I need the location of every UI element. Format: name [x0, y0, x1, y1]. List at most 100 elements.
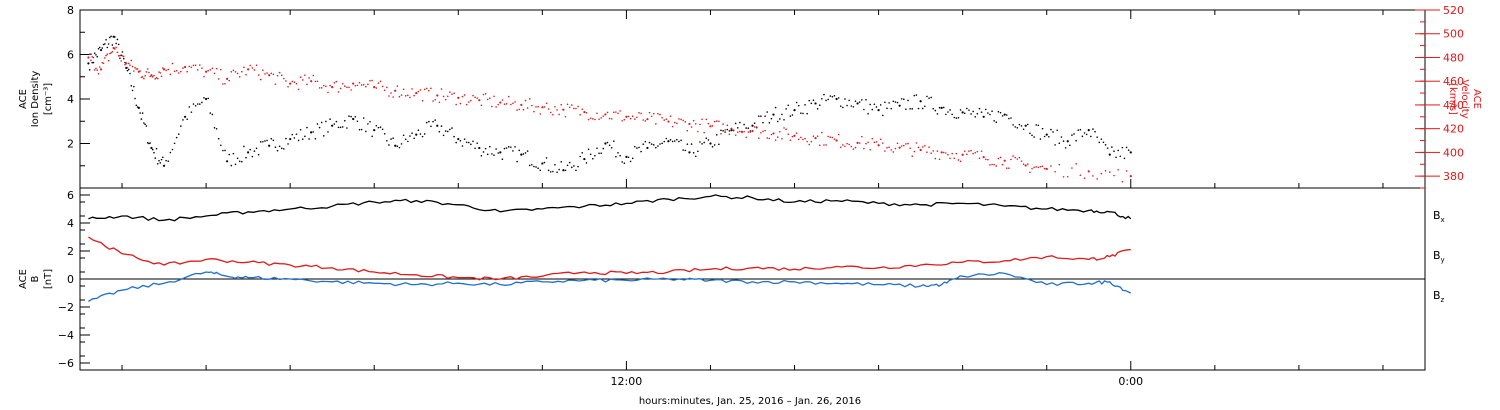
data-point-fill	[894, 147, 897, 150]
data-point-fill	[808, 99, 811, 102]
data-point-fill	[316, 123, 319, 125]
data-point-fill	[926, 151, 928, 153]
data-point	[814, 137, 817, 140]
data-point	[583, 157, 586, 161]
data-point-fill	[105, 54, 107, 57]
data-point-fill	[886, 147, 888, 149]
data-point-fill	[421, 135, 424, 138]
data-point-fill	[715, 134, 718, 136]
data-point	[373, 86, 376, 89]
data-point-fill	[362, 117, 365, 119]
data-point	[562, 169, 565, 172]
y-tick-label: 400	[1443, 146, 1464, 159]
data-point-fill	[116, 38, 119, 41]
data-point-fill	[617, 112, 619, 115]
y-tick-label: 2	[67, 245, 74, 258]
data-point	[1066, 140, 1069, 143]
data-point-fill	[995, 165, 998, 167]
data-point-fill	[589, 153, 592, 156]
data-point-fill	[192, 64, 195, 67]
data-point	[541, 106, 544, 109]
data-point	[1045, 133, 1048, 136]
data-point-fill	[325, 120, 327, 123]
data-point	[268, 74, 271, 77]
data-point-fill	[320, 121, 323, 124]
data-point-fill	[942, 106, 945, 109]
data-point-fill	[354, 116, 357, 118]
data-point-fill	[821, 131, 823, 134]
data-point-fill	[634, 118, 636, 120]
data-point-fill	[938, 158, 941, 161]
data-point-fill	[196, 69, 199, 71]
data-point	[793, 109, 796, 112]
data-point-fill	[1119, 155, 1122, 158]
data-point-fill	[974, 151, 977, 154]
data-point-fill	[560, 161, 563, 163]
data-point-fill	[556, 109, 558, 111]
data-point-fill	[844, 98, 846, 100]
data-point-fill	[354, 84, 357, 87]
data-point	[310, 80, 313, 83]
data-point-fill	[377, 126, 380, 129]
data-point-fill	[945, 113, 947, 116]
data-point-fill	[173, 70, 176, 73]
data-point-fill	[785, 128, 787, 131]
data-point-fill	[566, 103, 569, 106]
data-point-fill	[1083, 177, 1086, 179]
data-point-fill	[106, 53, 109, 55]
data-point-fill	[966, 107, 968, 110]
data-point	[982, 156, 985, 159]
data-point-fill	[1031, 134, 1033, 137]
data-point-fill	[959, 160, 962, 163]
data-point-fill	[241, 70, 243, 73]
data-point-fill	[707, 139, 710, 141]
data-point-fill	[1037, 166, 1040, 169]
data-point-fill	[848, 143, 850, 146]
data-point-fill	[109, 52, 111, 55]
data-point	[268, 144, 271, 147]
data-point-fill	[825, 99, 827, 102]
data-point-fill	[428, 120, 430, 123]
data-point-fill	[167, 68, 170, 71]
data-point-fill	[130, 85, 133, 87]
data-point-fill	[486, 98, 489, 101]
data-point	[625, 155, 628, 158]
data-point-fill	[110, 35, 112, 38]
data-point	[1087, 129, 1090, 132]
data-point-fill	[896, 142, 899, 145]
data-point-fill	[1031, 167, 1033, 170]
data-point-fill	[419, 133, 422, 135]
data-point-fill	[167, 160, 170, 162]
data-point-fill	[867, 141, 869, 144]
data-point-fill	[455, 103, 457, 106]
data-point-fill	[1117, 168, 1119, 171]
data-point-fill	[444, 130, 447, 132]
data-point-fill	[928, 146, 930, 148]
data-point-fill	[684, 121, 687, 123]
data-point	[646, 146, 649, 150]
data-point-fill	[907, 142, 909, 145]
data-point-fill	[522, 153, 525, 155]
data-point-fill	[107, 43, 110, 45]
data-point-fill	[629, 160, 632, 163]
data-point-fill	[318, 126, 321, 129]
data-point-fill	[627, 115, 630, 118]
data-point-fill	[407, 140, 409, 143]
data-point-fill	[484, 147, 487, 150]
data-point-fill	[791, 114, 794, 116]
data-point-fill	[556, 171, 558, 173]
data-point-fill	[314, 80, 317, 83]
data-point-fill	[760, 132, 762, 134]
data-point-fill	[270, 72, 273, 75]
data-point-fill	[381, 85, 384, 88]
data-point-fill	[913, 150, 916, 153]
data-point-fill	[444, 98, 447, 101]
data-point	[99, 48, 103, 52]
data-point-fill	[327, 131, 329, 133]
data-point-fill	[1058, 163, 1061, 166]
data-point	[1129, 175, 1132, 178]
data-point-fill	[154, 78, 157, 80]
data-point-fill	[676, 122, 678, 125]
data-point	[415, 133, 418, 136]
